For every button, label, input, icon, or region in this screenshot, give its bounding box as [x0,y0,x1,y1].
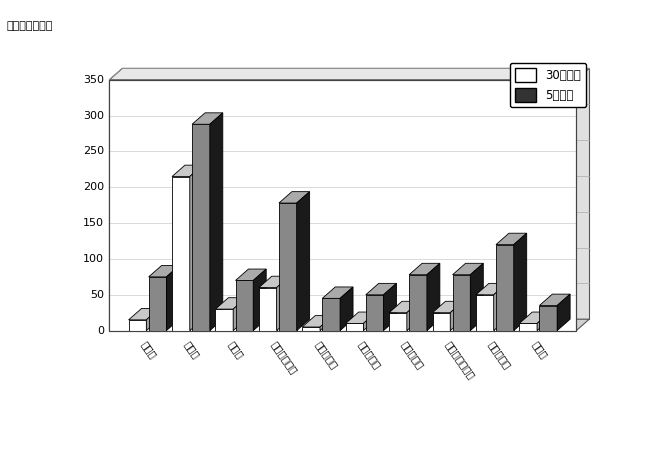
Text: 教育・学習支援: 教育・学習支援 [443,339,477,381]
Polygon shape [210,113,223,331]
Polygon shape [470,263,483,331]
Bar [172,177,190,331]
Polygon shape [279,191,310,203]
Bar [149,277,166,331]
Bar [110,80,577,331]
Bar [366,295,384,331]
Polygon shape [476,284,507,295]
Polygon shape [363,312,376,331]
Text: 製造業: 製造業 [183,339,201,360]
Polygon shape [389,301,420,313]
Polygon shape [303,315,333,327]
Bar [409,275,427,331]
Bar [128,320,146,331]
Polygon shape [110,68,122,331]
Text: サービス業: サービス業 [487,339,513,370]
Bar [496,245,514,331]
Polygon shape [149,266,180,277]
Text: 建設業: 建設業 [139,339,158,360]
Polygon shape [192,113,223,124]
Text: （単位：千人）: （単位：千人） [7,21,53,31]
Polygon shape [519,312,550,323]
Polygon shape [537,312,550,331]
Polygon shape [557,294,570,331]
Polygon shape [384,284,396,331]
Text: 飲食・宿泊: 飲食・宿泊 [356,339,382,370]
Text: 医療・福祉: 医療・福祉 [400,339,426,370]
Text: 卸売・小売業: 卸売・小売業 [269,339,299,376]
Polygon shape [253,269,266,331]
Polygon shape [539,294,570,305]
Bar [346,323,363,331]
Bar [110,80,577,331]
Polygon shape [215,298,246,309]
Text: その他: その他 [530,339,549,360]
Bar [323,298,340,331]
Bar [303,327,320,331]
Polygon shape [409,263,440,275]
Polygon shape [323,287,353,298]
Polygon shape [427,263,440,331]
Polygon shape [496,233,527,245]
Polygon shape [146,308,160,331]
Text: 運輸業: 運輸業 [226,339,245,360]
Polygon shape [233,298,246,331]
Bar [453,275,470,331]
Polygon shape [122,68,589,319]
Polygon shape [277,276,289,331]
Polygon shape [453,263,483,275]
Bar [259,287,277,331]
Polygon shape [366,284,396,295]
Bar [432,313,450,331]
Polygon shape [493,284,507,331]
Polygon shape [432,301,464,313]
Polygon shape [297,191,310,331]
Polygon shape [235,269,266,280]
Polygon shape [190,165,203,331]
Bar [539,305,557,331]
Text: 250: 250 [83,146,104,156]
Polygon shape [128,308,160,320]
Polygon shape [320,315,333,331]
Legend: 30人以上, 5人以上: 30人以上, 5人以上 [510,63,586,107]
Text: 350: 350 [83,75,104,85]
Polygon shape [172,165,203,177]
Bar [476,295,493,331]
Polygon shape [346,312,376,323]
Text: 300: 300 [83,111,104,121]
Text: 0: 0 [97,325,104,336]
Bar [192,124,210,331]
Polygon shape [514,233,527,331]
Text: 150: 150 [83,218,104,228]
Text: 100: 100 [83,254,104,264]
Bar [519,323,537,331]
Polygon shape [110,319,589,331]
Bar [215,309,233,331]
Polygon shape [450,301,464,331]
Polygon shape [166,266,180,331]
Bar [235,280,253,331]
Polygon shape [259,276,289,287]
Text: 200: 200 [83,182,104,192]
Polygon shape [407,301,420,331]
Polygon shape [340,287,353,331]
Text: 50: 50 [90,290,104,300]
Bar [279,203,297,331]
Text: 金融・保険: 金融・保険 [313,339,339,370]
Polygon shape [110,68,589,80]
Bar [389,313,407,331]
